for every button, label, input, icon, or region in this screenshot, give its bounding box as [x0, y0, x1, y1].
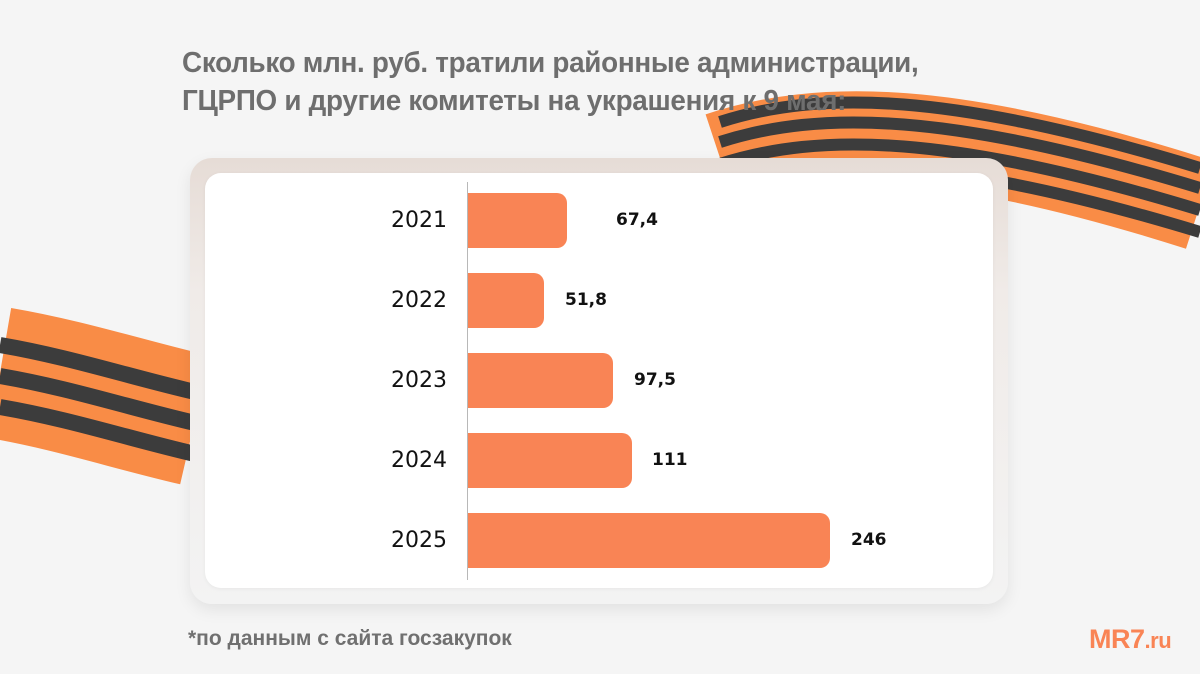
y-axis-line	[467, 182, 468, 580]
bar-row-2021: 2021 67,4	[205, 193, 993, 248]
value-label: 246	[851, 530, 887, 550]
bar	[468, 353, 613, 408]
bar-row-2025: 2025 246	[205, 513, 993, 568]
bar	[468, 433, 632, 488]
logo-main: MR7	[1089, 624, 1145, 654]
source-footnote: *по данным с сайта госзакупок	[188, 627, 512, 650]
year-label: 2021	[391, 208, 447, 233]
value-label: 51,8	[565, 290, 607, 310]
value-label: 111	[652, 450, 688, 470]
bar-row-2024: 2024 111	[205, 433, 993, 488]
bar-row-2023: 2023 97,5	[205, 353, 993, 408]
logo-suffix: .ru	[1144, 628, 1172, 653]
year-label: 2023	[391, 368, 447, 393]
bar	[468, 513, 830, 568]
year-label: 2024	[391, 448, 447, 473]
title-line-1: Сколько млн. руб. тратили районные админ…	[182, 47, 919, 79]
year-label: 2025	[391, 528, 447, 553]
value-label: 67,4	[616, 210, 658, 230]
mr7-logo: MR7.ru	[1089, 624, 1172, 655]
bar-row-2022: 2022 51,8	[205, 273, 993, 328]
bar	[468, 273, 544, 328]
value-label: 97,5	[634, 370, 676, 390]
year-label: 2022	[391, 288, 447, 313]
left-ribbon	[0, 307, 211, 485]
bar	[468, 193, 567, 248]
title-line-2: ГЦРПО и другие комитеты на украшения к 9…	[182, 85, 847, 117]
chart-title: Сколько млн. руб. тратили районные админ…	[182, 44, 1046, 120]
